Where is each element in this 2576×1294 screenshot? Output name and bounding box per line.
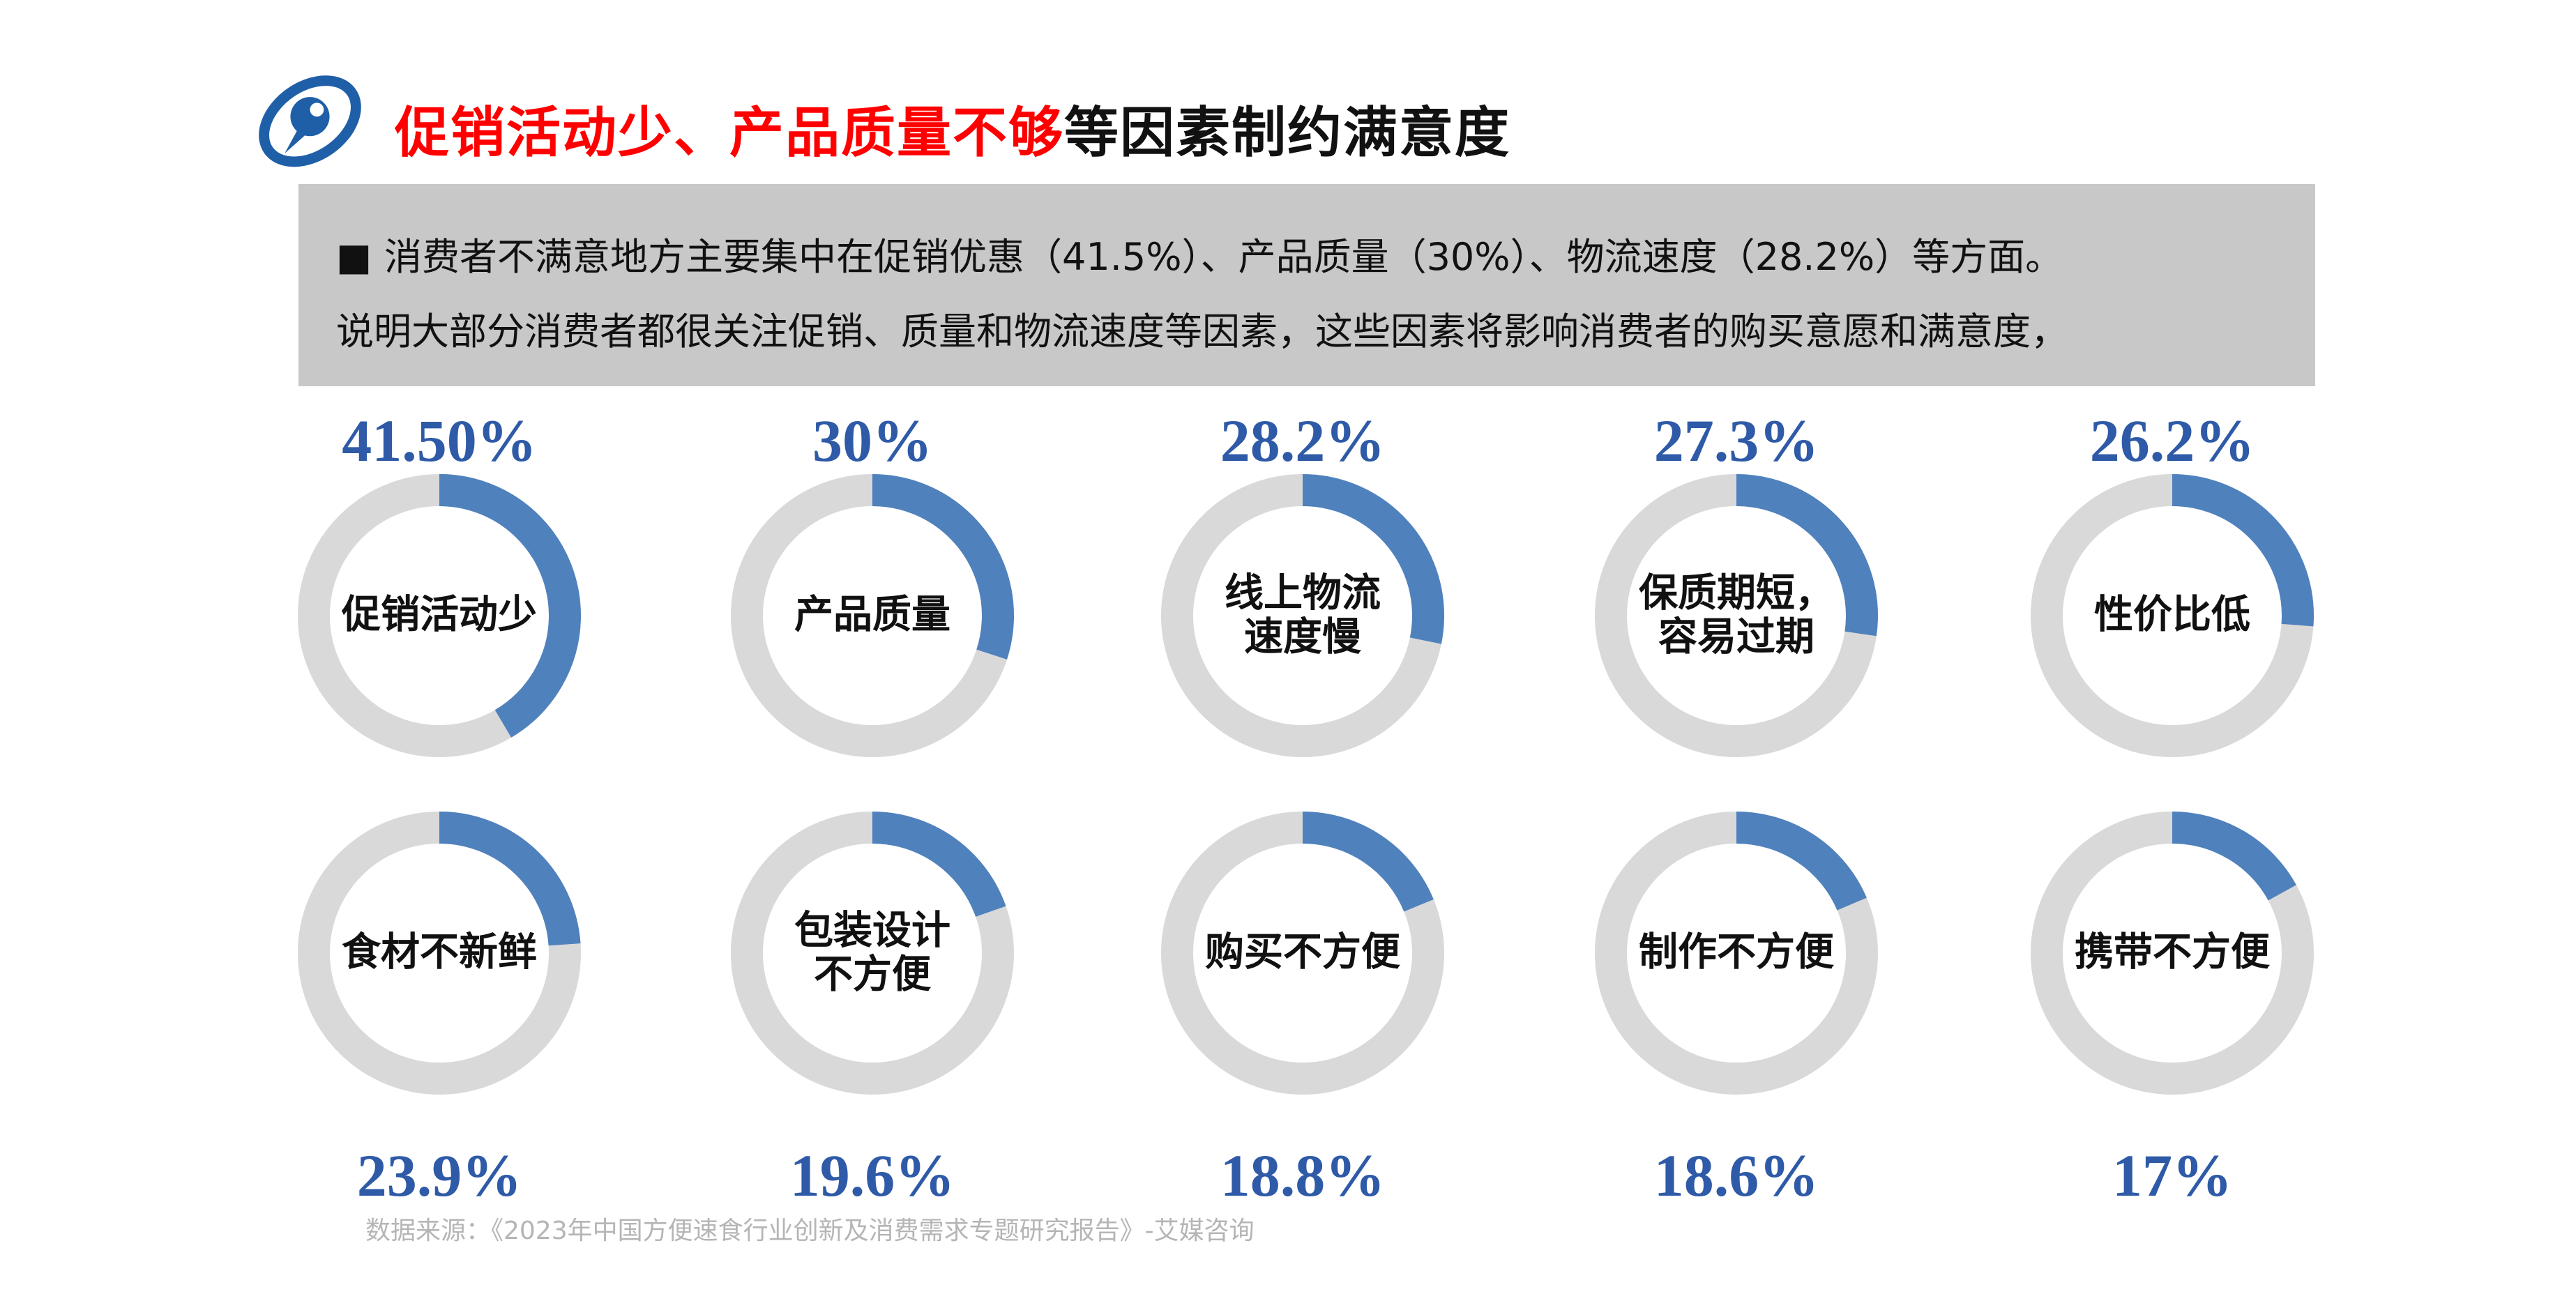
percent-label: 28.2% — [1220, 407, 1386, 474]
page-title-rest: 等因素制约满意度 — [1064, 102, 1511, 165]
donut-value-arc — [298, 474, 581, 757]
summary-box: ■ 消费者不满意地方主要集中在促销优惠（41.5%）、产品质量（30%）、物流速度… — [298, 184, 2315, 386]
page-title: 促销活动少、产品质量不够等因素制约满意度 — [395, 89, 1510, 167]
percent-label: 27.3% — [1653, 407, 1819, 474]
donut-chart — [731, 474, 1014, 757]
donut-chart — [731, 812, 1014, 1095]
percent-label: 18.8% — [1220, 1142, 1386, 1209]
donut-chart — [298, 812, 581, 1095]
donut-value-arc — [1595, 474, 1878, 757]
category-label: 保质期短， 容易过期 — [1639, 570, 1834, 660]
donut-value-arc — [298, 812, 581, 1095]
donut-value-arc — [731, 474, 1014, 757]
percent-label: 17% — [2112, 1142, 2232, 1209]
summary-line-2: 说明大部分消费者都很关注促销、质量和物流速度等因素，这些因素将影响消费者的购买意… — [336, 310, 2068, 353]
donut-chart — [2031, 812, 2314, 1095]
category-label: 包装设计 不方便 — [794, 908, 950, 997]
category-label: 性价比低 — [2094, 592, 2250, 638]
percent-label: 26.2% — [2089, 407, 2255, 474]
category-label: 线上物流 速度慢 — [1225, 570, 1381, 660]
percent-label: 19.6% — [789, 1142, 955, 1209]
percent-label: 18.6% — [1653, 1142, 1819, 1209]
category-label: 制作不方便 — [1639, 929, 1834, 975]
donut-chart — [1161, 812, 1444, 1095]
category-label: 携带不方便 — [2075, 929, 2270, 975]
percent-label: 41.50% — [342, 407, 537, 474]
donut-chart — [1595, 474, 1878, 757]
summary-text-1: 消费者不满意地方主要集中在促销优惠（41.5%）、产品质量（30%）、物流速度（… — [384, 235, 2063, 279]
category-label: 产品质量 — [794, 592, 950, 638]
donut-chart — [1595, 812, 1878, 1095]
percent-label: 30% — [812, 407, 932, 474]
logo-icon — [259, 75, 361, 167]
donut-chart — [298, 474, 581, 757]
donut-chart — [2031, 474, 2314, 757]
donut-value-arc — [2031, 812, 2314, 1095]
donut-value-arc — [1595, 812, 1878, 1095]
summary-line-1: ■ 消费者不满意地方主要集中在促销优惠（41.5%）、产品质量（30%）、物流速度… — [336, 226, 2063, 281]
donut-value-arc — [1161, 812, 1444, 1095]
data-source: 数据来源：《2023年中国方便速食行业创新及消费需求专题研究报告》-艾媒咨询 — [365, 1217, 1255, 1245]
page-title-highlight: 促销活动少、产品质量不够 — [395, 102, 1065, 165]
category-label: 购买不方便 — [1205, 929, 1400, 975]
donut-value-arc — [1161, 474, 1444, 757]
percent-label: 23.9% — [356, 1142, 522, 1209]
category-label: 促销活动少 — [342, 592, 537, 638]
category-label: 食材不新鲜 — [342, 929, 537, 975]
donut-value-arc — [2031, 474, 2314, 757]
donut-chart — [1161, 474, 1444, 757]
bullet-square-icon: ■ — [336, 235, 372, 279]
donut-value-arc — [731, 812, 1014, 1095]
